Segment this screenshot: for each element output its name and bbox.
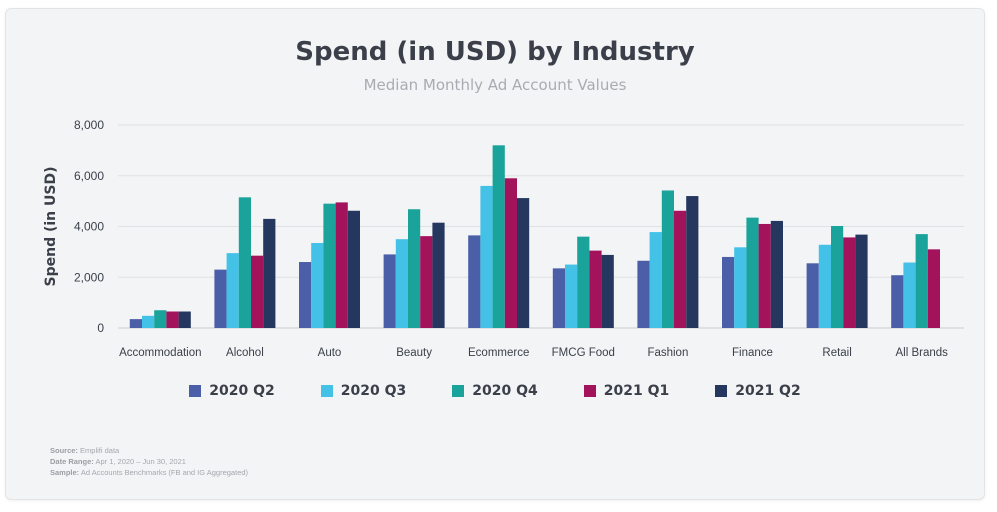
bar [154, 310, 167, 328]
bar [432, 222, 445, 328]
chart-subtitle: Median Monthly Ad Account Values [363, 76, 627, 94]
bar [395, 239, 408, 328]
y-tick-label: 0 [97, 321, 104, 335]
bar [504, 178, 517, 328]
bar [129, 319, 142, 328]
bar [674, 210, 687, 328]
y-tick-label: 8,000 [74, 118, 104, 132]
bar [577, 236, 590, 328]
bar [420, 236, 433, 328]
legend-label: 2021 Q1 [603, 383, 670, 399]
legend-item: 2020 Q3 [320, 383, 407, 399]
bar [661, 190, 674, 328]
bar [323, 203, 336, 328]
legend-item: 2020 Q2 [189, 383, 275, 399]
legend-item: 2021 Q1 [583, 383, 670, 399]
bar [637, 260, 650, 328]
bar [818, 244, 831, 328]
x-tick-label: Beauty [396, 347, 432, 359]
bar [843, 237, 856, 328]
bar [408, 209, 421, 328]
bar [649, 232, 662, 328]
legend-swatch [583, 385, 596, 397]
bar [299, 262, 312, 328]
x-tick-label: Fashion [647, 347, 688, 359]
legend-swatch [452, 385, 465, 397]
legend-swatch [320, 385, 333, 397]
x-tick-label: Auto [318, 347, 342, 359]
footnote-date-range: Date Range: Apr 1, 2020 – Jun 30, 2021 [50, 457, 186, 466]
y-axis-label: Spend (in USD) [43, 167, 59, 287]
bar [335, 202, 348, 328]
y-tick-label: 4,000 [74, 220, 104, 234]
bar [468, 235, 481, 328]
y-tick-label: 6,000 [74, 169, 104, 183]
bar [770, 220, 783, 328]
bar [480, 185, 493, 328]
bar [601, 254, 614, 328]
legend-label: 2021 Q2 [735, 383, 801, 399]
legend-label: 2020 Q4 [472, 383, 538, 399]
bar [142, 315, 155, 328]
x-tick-label: All Brands [895, 347, 948, 359]
bar [806, 263, 819, 328]
bar [166, 311, 179, 328]
bar [686, 196, 699, 328]
x-tick-label: Accommodation [119, 347, 201, 359]
bar [178, 311, 191, 328]
bar [263, 218, 276, 328]
legend-item: 2020 Q4 [452, 383, 538, 399]
legend-swatch [189, 385, 202, 397]
bar [831, 225, 844, 328]
bar [311, 242, 324, 328]
bar [722, 256, 735, 328]
chart-card: Spend (in USD) by Industry Median Monthl… [5, 8, 985, 500]
bar [251, 255, 264, 328]
footnote-sample: Sample: Ad Accounts Benchmarks (FB and I… [50, 468, 249, 477]
x-tick-label: Finance [732, 347, 773, 359]
x-tick-label: Ecommerce [468, 347, 529, 359]
legend-label: 2020 Q2 [209, 383, 275, 399]
x-tick-label: Retail [822, 347, 851, 359]
chart-legend: 2020 Q2 2020 Q3 2020 Q4 2021 Q1 2021 Q2 [6, 383, 984, 399]
legend-item: 2021 Q2 [715, 383, 801, 399]
bar [746, 217, 759, 328]
bar [383, 254, 396, 328]
legend-label: 2020 Q3 [340, 383, 407, 399]
bar [734, 247, 747, 328]
bar [891, 275, 904, 328]
bar [238, 197, 251, 328]
bar [589, 250, 602, 328]
bar [758, 223, 771, 328]
bar [903, 262, 916, 328]
x-tick-label: Alcohol [226, 347, 264, 359]
x-tick-label: FMCG Food [552, 347, 615, 359]
bar [915, 234, 928, 328]
chart-title: Spend (in USD) by Industry [295, 37, 695, 67]
bar [552, 268, 565, 328]
y-tick-label: 2,000 [74, 270, 104, 284]
bar [214, 269, 227, 328]
legend-swatch [715, 385, 728, 397]
bar [492, 145, 505, 328]
chart-footnotes: Source: Emplifi data Date Range: Apr 1, … [50, 445, 248, 478]
bar [927, 249, 940, 328]
bar [517, 198, 530, 328]
footnote-source: Source: Emplifi data [50, 446, 120, 455]
bar [855, 234, 868, 328]
bar [347, 210, 360, 328]
bar [226, 253, 239, 328]
bar-chart: 0 2,000 4,000 6,000 8,000 Spend (in USD) Accom… [43, 118, 964, 359]
bar [565, 264, 578, 328]
